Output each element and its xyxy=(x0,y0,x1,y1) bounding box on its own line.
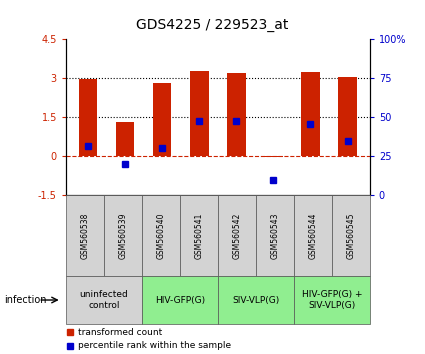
Text: GSM560539: GSM560539 xyxy=(118,212,127,259)
Bar xyxy=(338,76,357,156)
Text: GSM560541: GSM560541 xyxy=(194,212,203,259)
Bar xyxy=(332,195,370,276)
Text: uninfected
control: uninfected control xyxy=(79,290,128,310)
Bar xyxy=(218,276,294,324)
Text: GSM560542: GSM560542 xyxy=(232,212,241,259)
Text: GSM560543: GSM560543 xyxy=(270,212,279,259)
Bar xyxy=(294,195,332,276)
Text: infection: infection xyxy=(4,295,47,305)
Bar xyxy=(227,73,246,156)
Text: SIV-VLP(G): SIV-VLP(G) xyxy=(232,296,279,304)
Bar xyxy=(190,70,209,156)
Text: GDS4225 / 229523_at: GDS4225 / 229523_at xyxy=(136,18,289,32)
Text: HIV-GFP(G) +
SIV-VLP(G): HIV-GFP(G) + SIV-VLP(G) xyxy=(301,290,362,310)
Text: GSM560545: GSM560545 xyxy=(346,212,355,259)
Bar xyxy=(104,195,142,276)
Bar xyxy=(218,195,256,276)
Bar xyxy=(142,195,180,276)
Bar xyxy=(79,79,97,156)
Text: transformed count: transformed count xyxy=(78,328,162,337)
Bar xyxy=(294,276,370,324)
Bar xyxy=(256,195,294,276)
Bar xyxy=(264,156,283,157)
Text: percentile rank within the sample: percentile rank within the sample xyxy=(78,341,231,350)
Text: GSM560538: GSM560538 xyxy=(80,212,89,259)
Text: HIV-GFP(G): HIV-GFP(G) xyxy=(155,296,205,304)
Bar xyxy=(180,195,218,276)
Bar xyxy=(301,72,320,156)
Bar xyxy=(66,195,104,276)
Text: GSM560544: GSM560544 xyxy=(308,212,317,259)
Text: GSM560540: GSM560540 xyxy=(156,212,165,259)
Bar xyxy=(66,276,142,324)
Bar xyxy=(142,276,218,324)
Bar xyxy=(153,82,172,156)
Bar xyxy=(116,122,134,156)
